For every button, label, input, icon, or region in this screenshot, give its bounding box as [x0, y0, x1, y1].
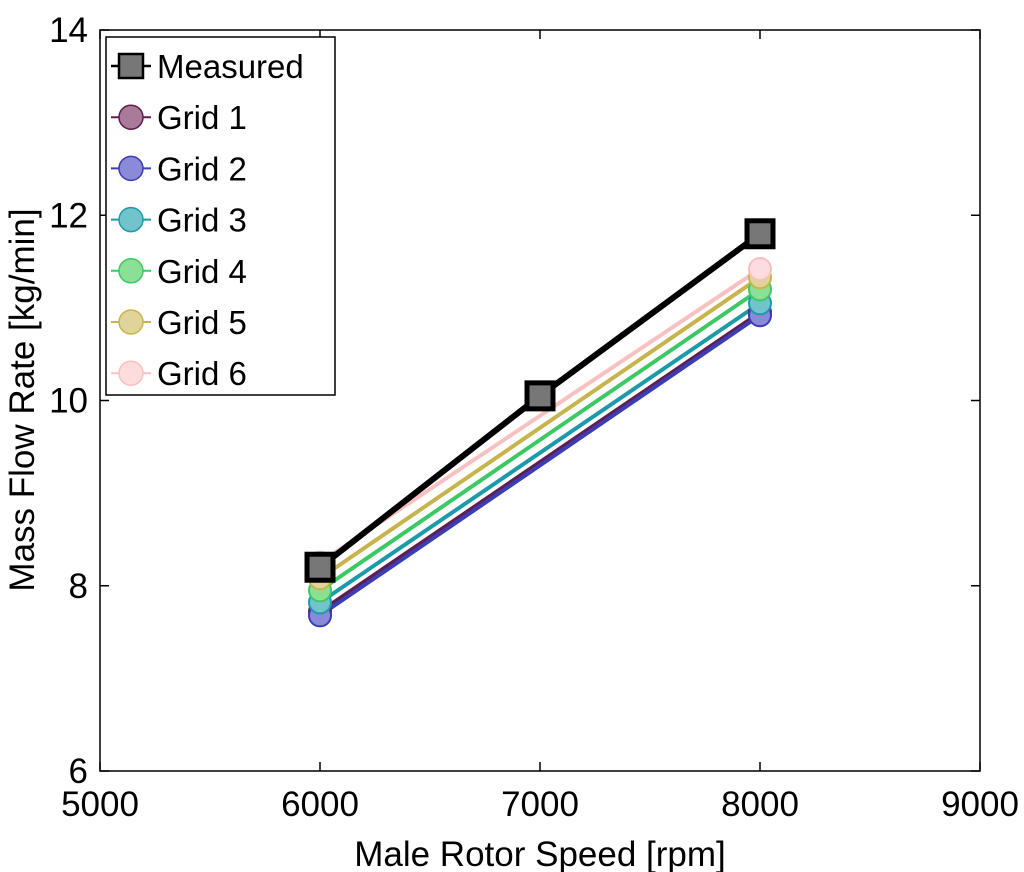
legend-item-grid-1: Grid 1: [111, 99, 247, 136]
y-axis-title: Mass Flow Rate [kg/min]: [3, 208, 42, 591]
y-tick-label: 10: [49, 382, 88, 421]
legend-label: Grid 5: [157, 304, 247, 341]
legend-box: [105, 36, 336, 396]
y-tick-label: 6: [69, 752, 88, 791]
series-line-grid-1: [318, 310, 762, 614]
legend: Measured Grid 1 Grid 2 Grid 3 Grid 4 Grid 5 Gr…: [105, 36, 336, 396]
axis-ticks: 5000 6000 7000 8000 9000 6 8 10 12 14: [49, 11, 1019, 824]
legend-marker-square-icon: [117, 52, 145, 80]
series-line-grid-3: [318, 301, 762, 605]
legend-item-grid-6: Grid 6: [111, 355, 247, 392]
x-tick-label: 6000: [281, 785, 359, 824]
legend-marker-circle-icon: [118, 104, 144, 130]
series-line-grid-4: [318, 287, 762, 593]
legend-item-grid-4: Grid 4: [111, 253, 247, 290]
y-tick-label: 12: [49, 196, 88, 235]
legend-marker-circle-icon: [118, 309, 144, 335]
legend-marker-circle-icon: [118, 258, 144, 284]
x-tick-label: 7000: [501, 785, 579, 824]
legend-marker-circle-icon: [118, 360, 144, 386]
legend-item-grid-3: Grid 3: [111, 202, 247, 239]
legend-marker-circle-icon: [118, 206, 144, 233]
legend-item-measured: Measured: [111, 48, 304, 85]
point-measured: [304, 551, 336, 583]
x-axis-title: Male Rotor Speed [rpm]: [354, 835, 726, 872]
legend-item-grid-5: Grid 5: [111, 304, 247, 341]
legend-label: Grid 2: [157, 150, 247, 187]
series-line-grid-2: [318, 313, 762, 618]
legend-label: Grid 6: [157, 355, 247, 392]
series-markers: [304, 218, 776, 628]
legend-item-grid-2: Grid 2: [111, 150, 247, 187]
series-lines: [318, 231, 762, 618]
legend-label: Measured: [157, 48, 304, 85]
y-tick-label: 8: [69, 567, 88, 606]
series-line-grid-5: [318, 275, 762, 580]
legend-label: Grid 3: [157, 202, 247, 239]
x-tick-label: 5000: [61, 785, 139, 824]
legend-label: Grid 4: [157, 253, 247, 290]
point-grid-6: [748, 256, 772, 281]
x-tick-label: 8000: [721, 785, 799, 824]
x-tick-label: 9000: [941, 785, 1019, 824]
legend-marker-circle-icon: [118, 155, 144, 182]
point-measured: [524, 380, 556, 412]
point-measured: [744, 218, 776, 250]
legend-label: Grid 1: [157, 99, 247, 136]
y-tick-label: 14: [49, 11, 88, 50]
